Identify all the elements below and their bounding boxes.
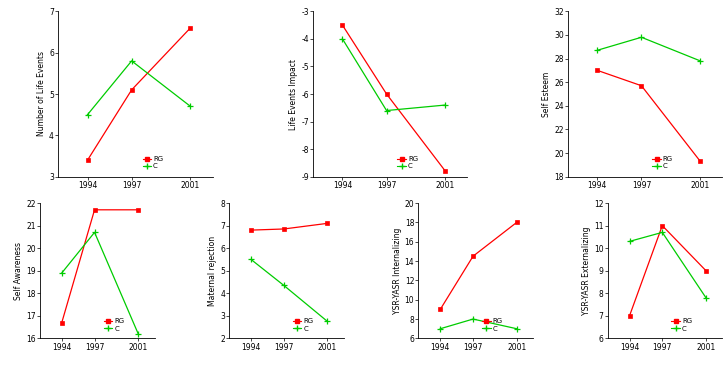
Y-axis label: Number of Life Events: Number of Life Events: [37, 52, 46, 136]
Legend: RG, C: RG, C: [652, 156, 674, 170]
Legend: RG, C: RG, C: [142, 156, 164, 170]
Legend: RG, C: RG, C: [103, 318, 125, 332]
Y-axis label: Maternal rejection: Maternal rejection: [208, 236, 217, 306]
Y-axis label: YSR-YASR Externalizing: YSR-YASR Externalizing: [582, 226, 591, 315]
Legend: RG, C: RG, C: [397, 156, 419, 170]
Y-axis label: YSR-YASR Internalizing: YSR-YASR Internalizing: [393, 227, 402, 314]
Y-axis label: Life Events Impact: Life Events Impact: [290, 59, 298, 129]
Y-axis label: Self Esteem: Self Esteem: [542, 71, 551, 117]
Legend: RG, C: RG, C: [481, 318, 503, 332]
Legend: RG, C: RG, C: [293, 318, 314, 332]
Legend: RG, C: RG, C: [671, 318, 693, 332]
Y-axis label: Self Awareness: Self Awareness: [15, 242, 23, 300]
